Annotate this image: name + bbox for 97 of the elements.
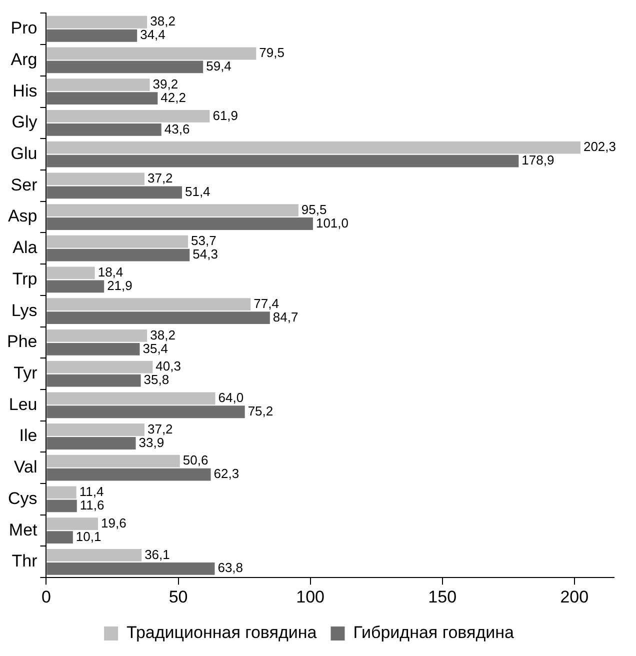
data-label: 54,3 xyxy=(192,246,218,262)
y-tick-label: Cys xyxy=(8,488,38,508)
bar xyxy=(46,78,150,92)
y-tick-label: His xyxy=(12,81,38,100)
bar xyxy=(46,312,270,324)
x-tick-label: 100 xyxy=(296,587,325,606)
bar xyxy=(46,562,215,575)
bar xyxy=(46,16,148,28)
data-label: 84,7 xyxy=(272,309,298,324)
bar xyxy=(46,92,158,105)
data-label: 39,2 xyxy=(152,76,178,92)
bar xyxy=(46,500,77,512)
y-tick-label: Met xyxy=(8,520,38,540)
data-label: 95,5 xyxy=(301,202,327,217)
bar xyxy=(46,531,73,544)
y-tick-label: Ala xyxy=(12,238,38,258)
bar xyxy=(46,392,216,405)
bar xyxy=(46,123,162,136)
data-label: 38,2 xyxy=(150,14,176,29)
bar xyxy=(46,60,204,74)
y-tick-label: Lys xyxy=(11,300,38,320)
data-label: 202,3 xyxy=(583,139,616,154)
y-tick-label: Phe xyxy=(7,332,38,352)
data-label: 21,9 xyxy=(107,278,132,294)
data-label: 10,1 xyxy=(76,528,102,544)
bar xyxy=(46,437,136,450)
data-label: 35,4 xyxy=(142,340,168,356)
x-tick-label: 200 xyxy=(560,587,589,606)
bar xyxy=(46,342,140,356)
data-label: 43,6 xyxy=(164,121,190,136)
x-tick-label: 150 xyxy=(428,587,457,606)
bar xyxy=(46,47,256,60)
data-label: 59,4 xyxy=(206,58,232,74)
data-label: 63,8 xyxy=(218,560,244,576)
data-label: 11,4 xyxy=(79,484,104,500)
data-label: 62,3 xyxy=(214,466,240,482)
bar xyxy=(46,235,188,248)
bar xyxy=(46,204,298,216)
y-tick-label: Thr xyxy=(12,552,38,571)
data-label: 79,5 xyxy=(259,45,284,60)
data-label: 50,6 xyxy=(182,452,208,468)
data-label: 11,6 xyxy=(80,498,104,513)
y-tick-label: Ile xyxy=(19,426,38,446)
data-label: 51,4 xyxy=(184,184,210,199)
bar xyxy=(46,248,190,262)
legend-label: Гибридная говядина xyxy=(353,623,514,642)
y-tick-label: Trp xyxy=(12,269,38,288)
y-tick-label: Gly xyxy=(12,112,38,132)
bar xyxy=(46,360,153,374)
bar xyxy=(46,548,142,562)
bar xyxy=(46,424,144,436)
bar xyxy=(46,280,104,293)
data-label: 33,9 xyxy=(138,434,164,450)
x-tick-label: 0 xyxy=(42,587,51,606)
y-tick-label: Pro xyxy=(10,18,38,38)
bar xyxy=(46,29,138,42)
bar xyxy=(46,186,182,199)
bar xyxy=(46,266,95,280)
bar xyxy=(46,406,245,418)
bar xyxy=(46,486,76,499)
data-label: 19,6 xyxy=(101,515,126,530)
data-label: 42,2 xyxy=(160,90,186,105)
y-tick-label: Val xyxy=(14,458,38,477)
y-tick-label: Tyr xyxy=(14,363,38,382)
bar xyxy=(46,141,580,154)
data-label: 38,2 xyxy=(150,327,176,342)
data-label: 18,4 xyxy=(98,264,124,280)
bar xyxy=(46,154,519,168)
data-label: 77,4 xyxy=(254,296,279,311)
data-label: 53,7 xyxy=(191,233,216,248)
bar xyxy=(46,110,210,122)
bar xyxy=(46,374,141,387)
data-label: 35,8 xyxy=(144,372,170,388)
data-label: 75,2 xyxy=(248,403,274,418)
bar xyxy=(46,329,148,342)
y-tick-label: Glu xyxy=(10,144,38,163)
data-label: 36,1 xyxy=(144,546,170,562)
bar xyxy=(46,218,313,230)
bar xyxy=(46,298,251,311)
data-label: 40,3 xyxy=(156,358,181,374)
x-tick-label: 50 xyxy=(168,587,188,606)
y-tick-label: Arg xyxy=(10,50,38,69)
data-label: 178,9 xyxy=(522,152,554,168)
data-label: 34,4 xyxy=(140,27,166,42)
data-label: 37,2 xyxy=(147,421,173,436)
bar xyxy=(46,518,98,530)
y-tick-label: Leu xyxy=(8,394,38,414)
data-label: 64,0 xyxy=(218,390,244,405)
legend-label: Традиционная говядина xyxy=(126,623,318,642)
data-label: 101,0 xyxy=(316,215,349,230)
bar xyxy=(46,468,211,481)
bar xyxy=(46,454,180,468)
data-label: 37,2 xyxy=(147,170,173,186)
y-tick-label: Ser xyxy=(10,175,38,194)
y-tick-label: Asp xyxy=(8,206,38,226)
data-label: 61,9 xyxy=(212,108,238,123)
bar xyxy=(46,172,144,186)
